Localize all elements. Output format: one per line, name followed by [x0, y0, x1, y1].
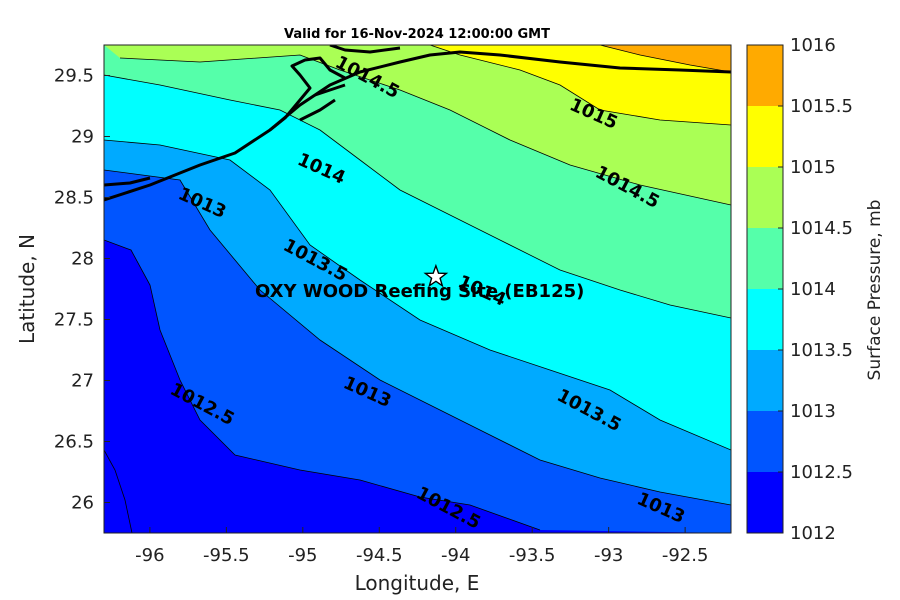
x-tick-label: -96	[135, 545, 164, 566]
y-tick-label: 27.5	[54, 310, 94, 331]
y-tick-label: 26.5	[54, 432, 94, 453]
x-axis-ticks: -96 -95.5 -95 -94.5 -94 -93.5 -93 -92.5	[135, 527, 708, 566]
y-tick-label: 27	[71, 371, 94, 392]
colorbar: 1012 1012.5 1013 1013.5 1014 1014.5 1015 1015.5…	[746, 35, 853, 544]
coastline	[104, 45, 731, 202]
colorbar-segment	[747, 472, 783, 533]
colorbar-segment	[747, 289, 783, 350]
colorbar-tick-label: 1014	[790, 279, 836, 300]
x-tick-label: -94.5	[356, 545, 403, 566]
figure-title: Valid for 16-Nov-2024 12:00:00 GMT	[284, 27, 550, 42]
band-1015	[430, 45, 731, 125]
x-axis-label: Longitude, E	[355, 571, 480, 595]
colorbar-tick-label: 1012	[790, 523, 836, 544]
x-tick-label: -92.5	[662, 545, 709, 566]
colorbar-segment	[747, 411, 783, 472]
band-1015-5	[600, 45, 731, 72]
y-tick-label: 29	[71, 127, 94, 148]
x-tick-label: -93.5	[509, 545, 556, 566]
colorbar-tick-label: 1015.5	[790, 96, 853, 117]
colorbar-tick-label: 1012.5	[790, 462, 853, 483]
x-tick-label: -93	[594, 545, 623, 566]
colorbar-tick-label: 1016	[790, 35, 836, 56]
contour-field	[104, 45, 731, 533]
colorbar-tick-label: 1014.5	[790, 218, 853, 239]
y-tick-label: 28.5	[54, 188, 94, 209]
y-tick-label: 28	[71, 249, 94, 270]
y-axis-label: Latitude, N	[15, 234, 39, 344]
x-tick-label: -94	[441, 545, 470, 566]
y-tick-label: 26	[71, 493, 94, 514]
colorbar-segment	[747, 106, 783, 167]
colorbar-tick-label: 1013.5	[790, 340, 853, 361]
y-axis-ticks: 26 26.5 27 27.5 28 28.5 29 29.5	[54, 66, 110, 514]
x-tick-label: -95.5	[203, 545, 250, 566]
site-label: OXY WOOD Reefing Site (EB125)	[255, 281, 584, 302]
plot-frame	[103, 44, 732, 534]
colorbar-segment	[747, 45, 783, 106]
site-star-marker	[423, 263, 449, 288]
colorbar-tick-label: 1013	[790, 401, 836, 422]
colorbar-label: Surface Pressure, mb	[865, 200, 885, 381]
site-layer: OXY WOOD Reefing Site (EB125)	[255, 263, 584, 302]
colorbar-tick-label: 1015	[790, 157, 836, 178]
y-tick-label: 29.5	[54, 66, 94, 87]
colorbar-segment	[747, 167, 783, 228]
x-tick-label: -95	[288, 545, 317, 566]
colorbar-segment	[747, 228, 783, 289]
colorbar-segment	[747, 350, 783, 411]
